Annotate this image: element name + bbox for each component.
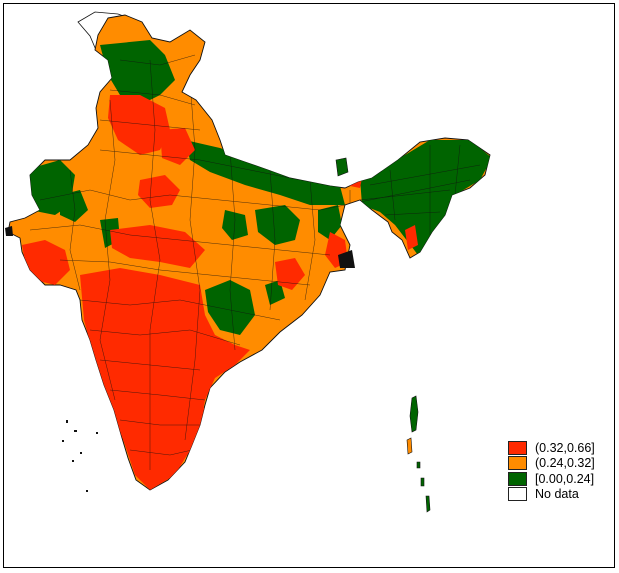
region-high-ne (350, 175, 362, 188)
district-boundaries (29, 54, 481, 470)
sundarbans (338, 250, 355, 268)
legend-item-nodata: No data (508, 487, 595, 503)
region-high-up-west (160, 128, 195, 165)
andaman-nicobar-islands (406, 395, 431, 513)
region-low-mp-east (222, 210, 248, 240)
sikkim (335, 157, 349, 177)
kutch-tip (5, 226, 13, 236)
legend-swatch-high (508, 440, 527, 455)
legend-label-nodata: No data (535, 487, 579, 502)
region-low-north (100, 40, 175, 105)
legend: (0.32,0.66] (0.24,0.32] [0.00,0.24] No d… (508, 440, 595, 502)
region-low-jharkhand (255, 205, 300, 245)
region-low-gangetic-north (185, 140, 345, 205)
legend-swatch-low (508, 471, 527, 486)
district-regions (20, 40, 490, 490)
legend-item-low: [0.00,0.24] (508, 471, 595, 487)
region-low-ap (265, 280, 285, 305)
legend-label-high: (0.32,0.66] (535, 440, 595, 455)
region-low-northeast (360, 140, 490, 255)
region-low-bengal (318, 205, 342, 240)
legend-label-mid: (0.24,0.32] (535, 456, 595, 471)
region-high-south (80, 268, 250, 490)
region-high-gujarat (22, 240, 70, 285)
legend-item-mid: (0.24,0.32] (508, 456, 595, 472)
region-low-gujarat-north (60, 190, 88, 222)
legend-swatch-nodata (508, 487, 527, 502)
region-high-tamilnadu (150, 385, 205, 470)
legend-swatch-mid (508, 456, 527, 471)
legend-item-high: (0.32,0.66] (508, 440, 595, 456)
region-low-central-east (205, 280, 255, 335)
lakshadweep-islands (62, 420, 98, 492)
region-high-assam (405, 225, 418, 250)
legend-label-low: [0.00,0.24] (535, 471, 595, 486)
region-high-mp (138, 175, 180, 208)
